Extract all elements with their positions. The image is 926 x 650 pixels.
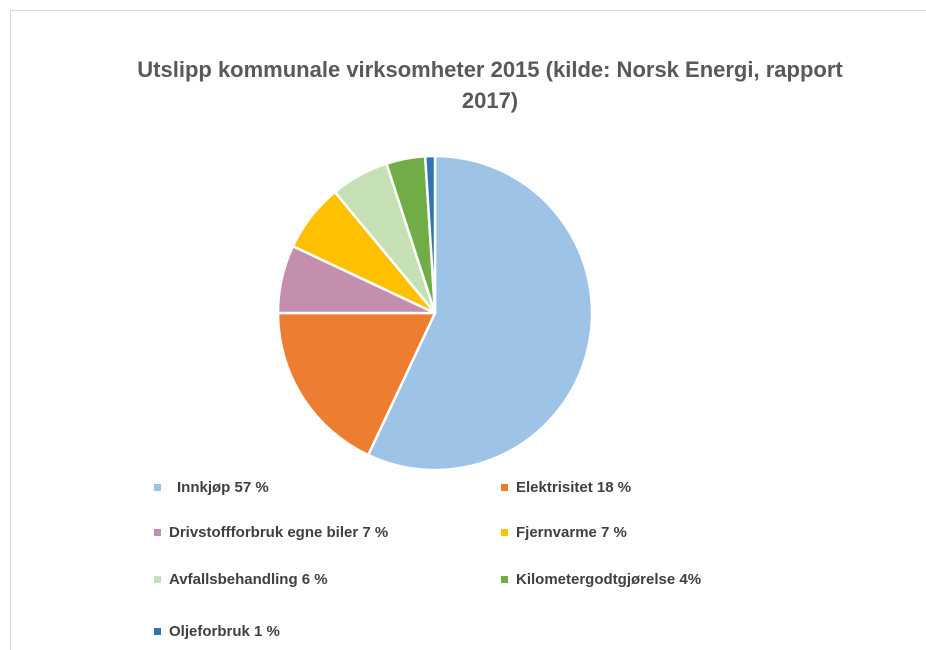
legend-swatch	[501, 576, 508, 583]
legend-label: Innkjøp 57 %	[177, 479, 269, 496]
legend-swatch	[501, 529, 508, 536]
chart-title: Utslipp kommunale virksomheter 2015 (kil…	[137, 57, 843, 113]
legend-swatch	[154, 576, 161, 583]
legend-label: Fjernvarme 7 %	[516, 524, 627, 541]
legend-label: Avfallsbehandling 6 %	[169, 571, 328, 588]
pie-slice	[366, 154, 594, 472]
pie-slice	[423, 154, 437, 314]
legend-label: Kilometergodtgjørelse 4%	[516, 571, 701, 588]
pie-slice	[276, 311, 437, 457]
legend-label: Elektrisitet 18 %	[516, 479, 631, 496]
legend-label: Drivstoffforbruk egne biler 7 %	[169, 524, 388, 541]
legend-swatch	[154, 529, 161, 536]
chart-border	[10, 10, 926, 650]
legend-label: Oljeforbruk 1 %	[169, 623, 280, 640]
legend-swatch	[154, 628, 161, 635]
legend-swatch	[501, 484, 508, 491]
legend-swatch	[154, 484, 161, 491]
